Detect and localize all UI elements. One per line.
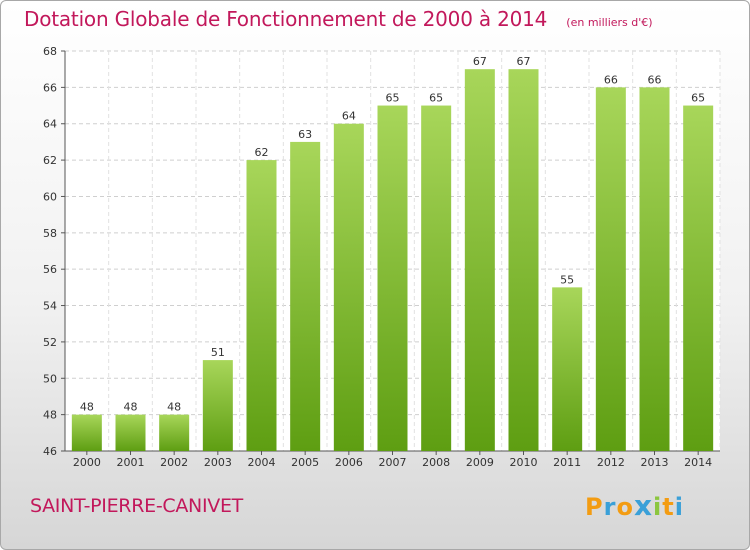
y-tick-label: 46: [43, 445, 57, 458]
y-tick-label: 58: [43, 227, 57, 240]
y-tick-label: 52: [43, 336, 57, 349]
logo-letter: r: [603, 493, 617, 521]
bar-value-label: 48: [124, 401, 138, 414]
x-tick-label: 2000: [73, 456, 101, 469]
x-tick-label: 2007: [379, 456, 407, 469]
x-tick-label: 2006: [335, 456, 363, 469]
bar-value-label: 65: [429, 92, 443, 105]
bar-value-label: 48: [167, 401, 181, 414]
x-tick-label: 2004: [248, 456, 276, 469]
chart-title: Dotation Globale de Fonctionnement de 20…: [24, 7, 548, 31]
bar-value-label: 67: [473, 55, 487, 68]
proxiti-logo: Proxiti: [585, 489, 684, 522]
y-tick-label: 54: [43, 300, 57, 313]
x-tick-label: 2012: [597, 456, 625, 469]
bar-value-label: 65: [386, 92, 400, 105]
y-tick-label: 62: [43, 154, 57, 167]
x-tick-label: 2013: [641, 456, 669, 469]
y-tick-label: 56: [43, 263, 57, 276]
bar-2004: [246, 160, 277, 451]
bar-value-label: 66: [604, 73, 618, 86]
bar-value-label: 65: [691, 92, 705, 105]
bar-2014: [683, 105, 714, 451]
logo-letter: P: [585, 493, 604, 521]
bar-2003: [202, 360, 233, 451]
x-tick-label: 2001: [117, 456, 145, 469]
x-tick-label: 2002: [160, 456, 188, 469]
x-tick-label: 2005: [291, 456, 319, 469]
bar-value-label: 66: [648, 73, 662, 86]
bar-value-label: 51: [211, 346, 225, 359]
x-tick-label: 2003: [204, 456, 232, 469]
y-tick-label: 66: [43, 81, 57, 94]
bar-value-label: 63: [298, 128, 312, 141]
labels: 46 48 50 52 54 56 58 60 62 64 66 68 48 2000 48 2001 48 20…: [43, 45, 712, 469]
bar-2012: [595, 87, 626, 451]
y-tick-label: 60: [43, 190, 57, 203]
title-line: Dotation Globale de Fonctionnement de 20…: [24, 7, 653, 31]
bar-value-label: 64: [342, 110, 356, 123]
bar-value-label: 62: [255, 146, 269, 159]
bar-value-label: 55: [560, 273, 574, 286]
bar-2007: [377, 105, 408, 451]
y-tick-label: 68: [43, 45, 57, 58]
bar-2011: [552, 287, 583, 451]
x-tick-label: 2009: [466, 456, 494, 469]
logo-letter: t: [662, 493, 675, 521]
logo-letter: o: [616, 493, 634, 521]
bar-2005: [290, 141, 321, 451]
bar-2010: [508, 69, 539, 451]
x-tick-label: 2008: [422, 456, 450, 469]
commune-name: SAINT-PIERRE-CANIVET: [30, 495, 243, 517]
bar-2013: [639, 87, 670, 451]
logo-letter: i: [674, 493, 684, 521]
bars: [71, 69, 714, 452]
y-tick-label: 50: [43, 372, 57, 385]
bar-value-label: 67: [517, 55, 531, 68]
x-tick-label: 2010: [510, 456, 538, 469]
bar-2000: [71, 414, 102, 451]
y-tick-label: 64: [43, 118, 57, 131]
logo-letter: x: [633, 489, 653, 522]
chart-unit: (en milliers d'€): [566, 16, 653, 29]
logo-letter: i: [653, 493, 663, 521]
bar-2001: [115, 414, 146, 451]
bar-2006: [333, 123, 364, 452]
x-tick-label: 2011: [553, 456, 581, 469]
bar-value-label: 48: [80, 401, 94, 414]
bar-2002: [159, 414, 190, 451]
x-tick-label: 2014: [684, 456, 712, 469]
y-tick-label: 48: [43, 409, 57, 422]
bar-2008: [421, 105, 452, 451]
bar-2009: [464, 69, 495, 451]
